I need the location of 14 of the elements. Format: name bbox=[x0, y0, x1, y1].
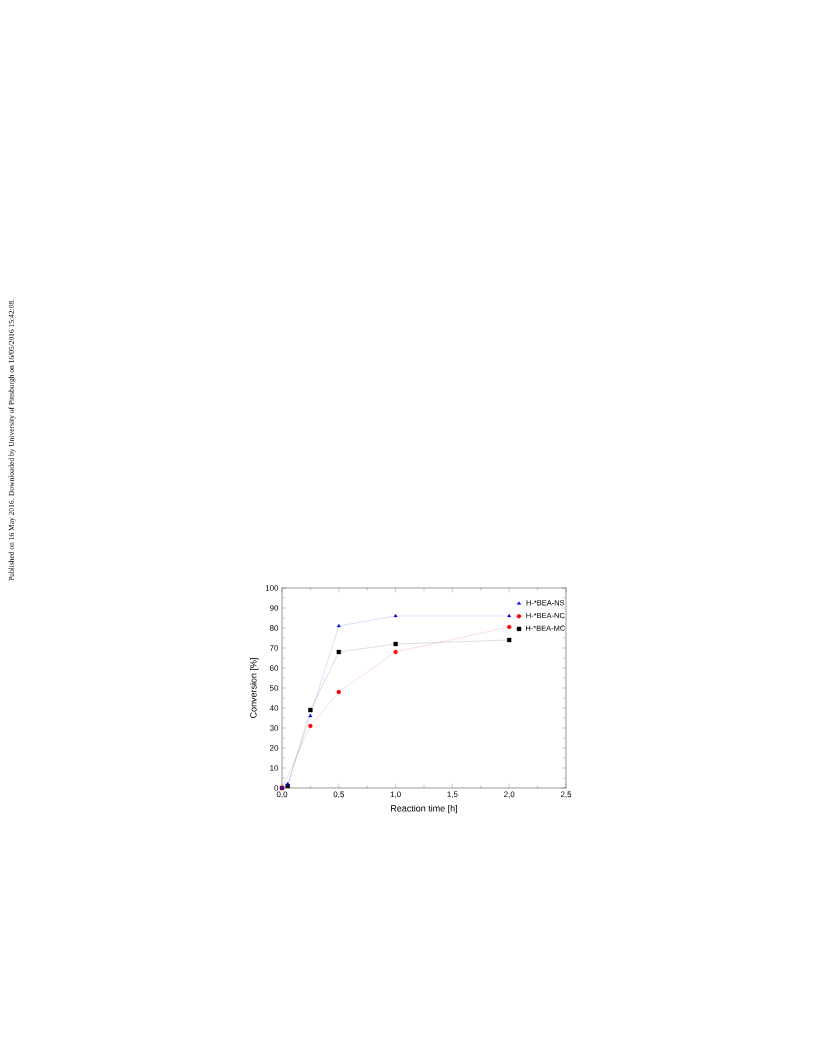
point bbox=[308, 707, 313, 713]
point bbox=[507, 637, 512, 643]
point bbox=[308, 723, 313, 729]
point bbox=[308, 713, 313, 718]
y-axis-title: Conversion [%] bbox=[249, 658, 259, 718]
point bbox=[507, 613, 512, 618]
point bbox=[393, 649, 398, 655]
point bbox=[393, 613, 398, 618]
point bbox=[393, 641, 398, 647]
point bbox=[336, 623, 341, 628]
x-axis-title: Reaction time [h] bbox=[391, 804, 457, 814]
point bbox=[336, 689, 341, 695]
point bbox=[507, 624, 512, 630]
point bbox=[336, 649, 341, 655]
